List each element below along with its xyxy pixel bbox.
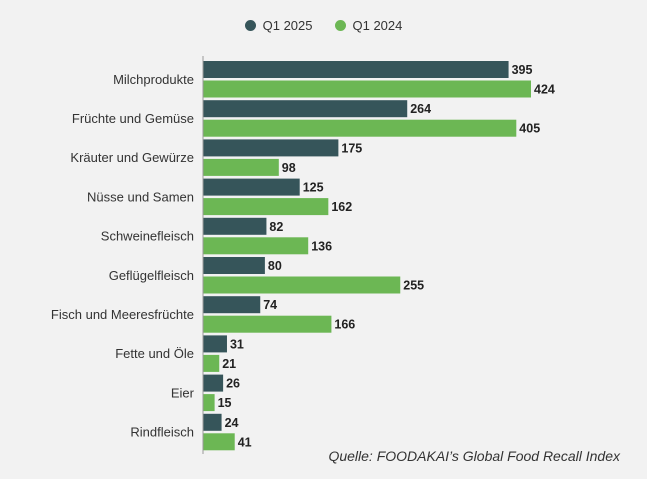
data-label: 162 (331, 200, 352, 214)
legend-label-series-1: Q1 2025 (262, 18, 313, 33)
category-label: Nüsse und Samen (87, 189, 194, 204)
category-label: Fisch und Meeresfrüchte (51, 307, 194, 322)
data-label: 175 (341, 141, 362, 155)
bar (203, 217, 267, 235)
bar (203, 80, 531, 98)
legend-item-series-1: Q1 2025 (244, 18, 313, 33)
category-label: Kräuter und Gewürze (70, 150, 194, 165)
bar (203, 354, 220, 372)
bar (203, 413, 222, 431)
bar (203, 139, 339, 157)
legend-label-series-2: Q1 2024 (352, 18, 403, 33)
bar (203, 100, 408, 118)
data-label: 15 (218, 396, 232, 410)
legend-swatch-series-2 (334, 20, 346, 31)
bar (203, 276, 401, 294)
bar (203, 296, 261, 314)
data-label: 80 (268, 259, 282, 273)
category-label: Eier (171, 385, 195, 400)
data-label: 424 (534, 83, 555, 97)
category-label: Geflügelfleisch (109, 268, 194, 283)
bar (203, 394, 215, 412)
data-label: 395 (512, 63, 533, 77)
data-label: 264 (410, 102, 431, 116)
chart-legend: Q1 2025 Q1 2024 (0, 18, 647, 33)
data-label: 405 (519, 122, 540, 136)
data-label: 26 (226, 377, 240, 391)
bar (203, 158, 279, 176)
data-label: 136 (311, 239, 332, 253)
bar (203, 119, 517, 137)
category-label: Milchprodukte (113, 72, 194, 87)
data-label: 255 (403, 279, 424, 293)
bar (203, 335, 227, 353)
category-label: Früchte und Gemüse (72, 111, 194, 126)
category-label: Fette und Öle (115, 346, 194, 361)
bar (203, 315, 332, 333)
data-label: 82 (269, 220, 283, 234)
source-note: Quelle: FOODAKAI’s Global Food Recall In… (328, 448, 620, 464)
data-label: 24 (225, 416, 239, 430)
data-label: 166 (334, 318, 355, 332)
bar (203, 433, 235, 451)
legend-item-series-2: Q1 2024 (334, 18, 403, 33)
bar (203, 178, 300, 196)
data-label: 98 (282, 161, 296, 175)
category-label: Rindfleisch (130, 425, 194, 440)
bar (203, 374, 224, 392)
data-label: 125 (303, 181, 324, 195)
data-label: 74 (263, 298, 277, 312)
data-label: 41 (238, 435, 252, 449)
bar (203, 198, 329, 216)
data-label: 21 (222, 357, 236, 371)
bar (203, 257, 265, 274)
bar (203, 61, 509, 78)
bar (203, 237, 309, 255)
data-label: 31 (230, 337, 244, 351)
legend-swatch-series-1 (244, 20, 256, 31)
category-label: Schweinefleisch (101, 229, 194, 244)
